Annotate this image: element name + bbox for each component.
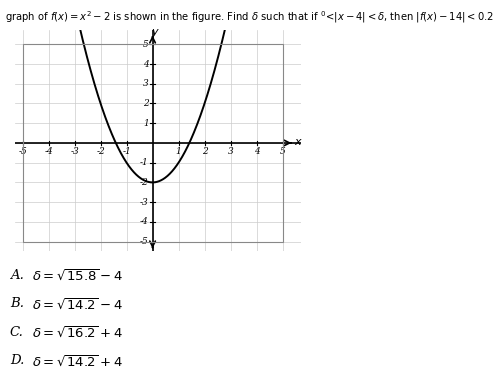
- Text: $\delta = \sqrt{14.2} - 4$: $\delta = \sqrt{14.2} - 4$: [32, 297, 123, 312]
- Text: 1: 1: [143, 119, 149, 128]
- Text: -4: -4: [140, 218, 149, 226]
- Text: C.: C.: [10, 326, 24, 339]
- Text: $x$: $x$: [294, 137, 303, 147]
- Text: $\delta = \sqrt{16.2} + 4$: $\delta = \sqrt{16.2} + 4$: [32, 326, 123, 341]
- Text: 5: 5: [143, 40, 149, 49]
- Text: graph of $f(x)=x^2-2$ is shown in the figure. Find $\delta$ such that if ${}^{0}: graph of $f(x)=x^2-2$ is shown in the fi…: [5, 10, 493, 25]
- Text: $\delta = \sqrt{15.8} - 4$: $\delta = \sqrt{15.8} - 4$: [32, 269, 123, 284]
- Text: D.: D.: [10, 354, 24, 367]
- Text: 3: 3: [228, 147, 233, 156]
- Text: -2: -2: [96, 147, 105, 156]
- Text: 5: 5: [280, 147, 285, 156]
- Text: -3: -3: [70, 147, 79, 156]
- Text: 4: 4: [143, 59, 149, 69]
- Text: 3: 3: [143, 79, 149, 88]
- Text: A.: A.: [10, 269, 24, 282]
- Text: 1: 1: [176, 147, 181, 156]
- Text: -1: -1: [122, 147, 131, 156]
- Text: -2: -2: [140, 178, 149, 187]
- Text: 2: 2: [143, 99, 149, 108]
- Text: $\delta = \sqrt{14.2} + 4$: $\delta = \sqrt{14.2} + 4$: [32, 354, 123, 370]
- Text: 4: 4: [254, 147, 259, 156]
- Text: $y$: $y$: [151, 27, 160, 40]
- Text: -5: -5: [18, 147, 27, 156]
- Text: -3: -3: [140, 198, 149, 207]
- Text: 2: 2: [202, 147, 208, 156]
- Text: -1: -1: [140, 158, 149, 167]
- Text: -5: -5: [140, 237, 149, 246]
- Text: -4: -4: [44, 147, 53, 156]
- Bar: [23, 44, 282, 242]
- Text: B.: B.: [10, 297, 24, 310]
